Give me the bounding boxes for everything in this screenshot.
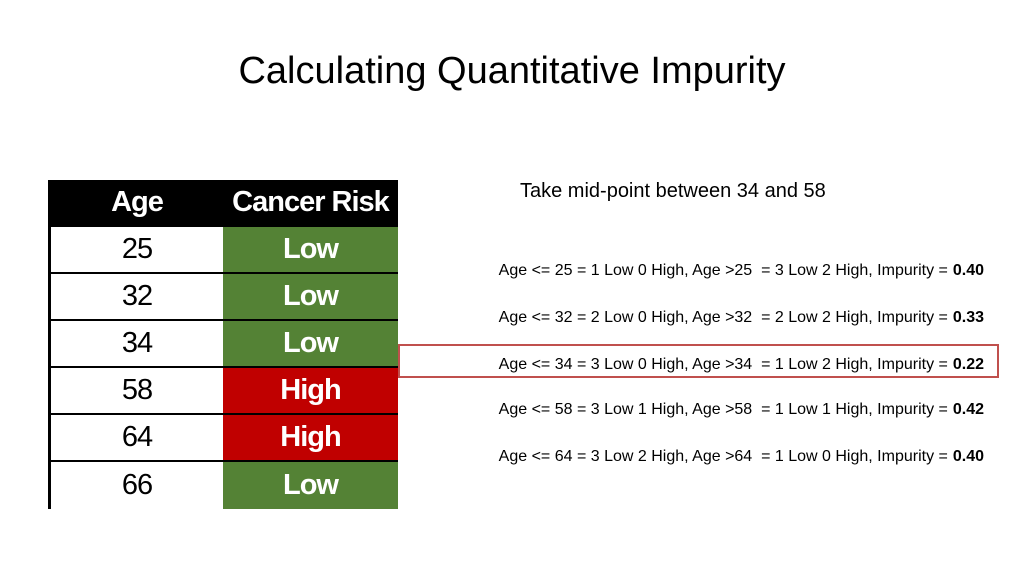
split-line: Age <= 58 = 3 Low 1 High, Age >58 = 1 Lo…: [499, 401, 984, 419]
split-line: Age <= 34 = 3 Low 0 High, Age >34 = 1 Lo…: [499, 356, 984, 374]
impurity-value: 0.42: [952, 401, 984, 418]
risk-cell: Low: [223, 227, 398, 272]
data-table: Age Cancer Risk 25 Low 32 Low 34 Low 58 High 64 H…: [48, 180, 398, 509]
table-row: 34 Low: [51, 321, 398, 368]
table-row: 66 Low: [51, 462, 398, 509]
split-text: Age <= 58 = 3 Low 1 High, Age >58 = 1 Lo…: [498, 401, 948, 418]
impurity-value: 0.33: [952, 309, 984, 326]
age-cell: 64: [121, 421, 153, 453]
highlight-box: [398, 344, 999, 378]
impurity-value: 0.22: [952, 356, 984, 373]
impurity-value: 0.40: [952, 448, 984, 465]
age-cell: 58: [121, 374, 153, 406]
impurity-value: 0.40: [952, 262, 984, 279]
table-header: Age Cancer Risk: [51, 180, 398, 227]
note: Take mid-point between 34 and 58: [520, 180, 826, 202]
risk-cell: High: [223, 368, 398, 413]
header-cell: Cancer Risk: [232, 186, 390, 218]
age-cell: 66: [121, 469, 153, 501]
split-text: Age <= 34 = 3 Low 0 High, Age >34 = 1 Lo…: [498, 356, 948, 373]
split-text: Age <= 25 = 1 Low 0 High, Age >25 = 3 Lo…: [498, 262, 948, 279]
table-row: 32 Low: [51, 274, 398, 321]
table-row: 64 High: [51, 415, 398, 462]
split-text: Age <= 32 = 2 Low 0 High, Age >32 = 2 Lo…: [498, 309, 948, 326]
split-text: Age <= 64 = 3 Low 2 High, Age >64 = 1 Lo…: [498, 448, 948, 465]
split-line: Age <= 25 = 1 Low 0 High, Age >25 = 3 Lo…: [499, 262, 984, 280]
risk-cell: Low: [223, 274, 398, 319]
age-cell: 34: [121, 327, 153, 359]
header-cell: Age: [111, 186, 164, 218]
risk-cell: High: [223, 415, 398, 460]
split-line: Age <= 32 = 2 Low 0 High, Age >32 = 2 Lo…: [499, 309, 984, 327]
age-cell: 25: [121, 233, 153, 265]
split-line: Age <= 64 = 3 Low 2 High, Age >64 = 1 Lo…: [499, 448, 984, 466]
slide-title: Calculating Quantitative Impurity: [238, 50, 786, 92]
risk-cell: Low: [223, 462, 398, 509]
risk-cell: Low: [223, 321, 398, 366]
table-row: 25 Low: [51, 227, 398, 274]
table-row: 58 High: [51, 368, 398, 415]
age-cell: 32: [121, 280, 153, 312]
